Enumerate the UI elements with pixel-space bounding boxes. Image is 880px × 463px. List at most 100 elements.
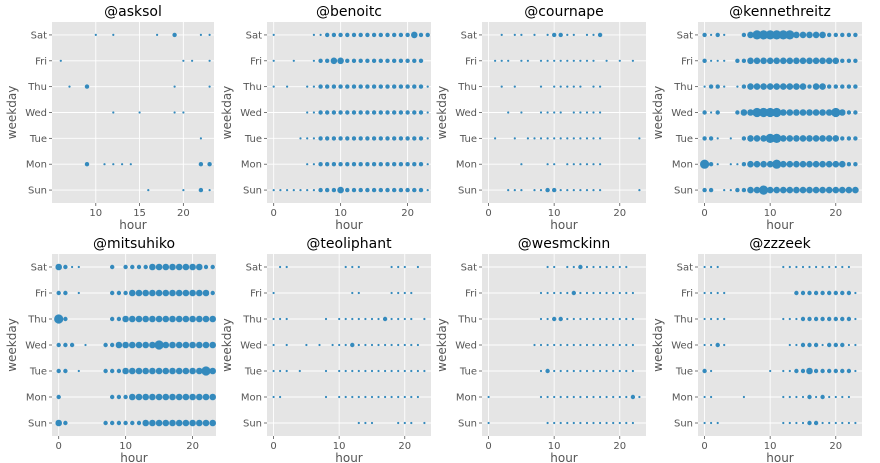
data-point xyxy=(723,85,726,88)
data-point xyxy=(416,395,419,399)
data-point xyxy=(752,30,762,40)
data-point xyxy=(716,317,719,321)
y-tick-label: Tue xyxy=(459,367,477,378)
data-point xyxy=(812,31,820,39)
data-point xyxy=(285,369,288,373)
data-point xyxy=(208,59,211,62)
data-point xyxy=(780,83,787,90)
data-point xyxy=(318,162,323,167)
data-point xyxy=(410,291,413,295)
data-point xyxy=(169,315,176,323)
data-point xyxy=(788,265,791,269)
data-point xyxy=(716,265,719,269)
data-point xyxy=(846,316,852,322)
data-point xyxy=(793,31,800,39)
data-point xyxy=(592,317,595,321)
data-point xyxy=(324,369,328,373)
data-point xyxy=(773,83,780,90)
data-point xyxy=(182,289,190,297)
data-point xyxy=(324,317,328,321)
data-point xyxy=(149,341,156,349)
data-point xyxy=(780,160,787,168)
data-point xyxy=(325,162,330,167)
data-point xyxy=(351,162,357,167)
data-point xyxy=(426,137,429,140)
data-point xyxy=(558,316,563,322)
data-point xyxy=(358,110,363,115)
data-point xyxy=(398,187,404,193)
data-point xyxy=(338,343,341,347)
y-tick-label: Sat xyxy=(461,30,477,41)
data-point xyxy=(142,315,149,323)
data-point xyxy=(338,162,343,167)
data-point xyxy=(572,111,575,114)
data-point xyxy=(827,368,832,374)
data-point xyxy=(196,289,203,297)
data-point xyxy=(209,315,216,323)
y-tick-label: Fri xyxy=(465,56,477,67)
x-axis-label: hour xyxy=(119,218,147,232)
data-point xyxy=(599,421,602,425)
data-point xyxy=(553,421,556,425)
data-point xyxy=(103,342,108,348)
data-point xyxy=(299,137,302,140)
data-point xyxy=(345,32,350,38)
x-axis-label: hour xyxy=(550,451,578,463)
y-tick-label: Sat xyxy=(246,263,262,274)
data-point xyxy=(585,33,589,37)
data-point xyxy=(579,111,582,114)
data-point xyxy=(553,343,556,347)
data-point xyxy=(351,291,354,295)
data-point xyxy=(585,137,589,140)
data-point xyxy=(351,136,357,141)
data-point xyxy=(182,367,190,375)
data-point xyxy=(202,419,210,427)
data-point xyxy=(605,291,608,295)
data-point xyxy=(827,32,832,38)
x-tick-label: 10 xyxy=(764,208,777,219)
data-point xyxy=(358,187,363,193)
data-point xyxy=(820,316,825,322)
data-point xyxy=(780,186,787,194)
data-point xyxy=(723,189,726,192)
data-point xyxy=(390,265,393,269)
data-point xyxy=(365,187,370,193)
x-tick-label: 20 xyxy=(186,441,199,452)
data-point xyxy=(305,343,308,347)
y-axis-label: weekday xyxy=(5,86,19,140)
data-point xyxy=(338,317,341,321)
x-tick-label: 0 xyxy=(485,208,491,219)
data-point xyxy=(198,187,204,193)
data-point xyxy=(625,265,628,269)
x-axis-label: hour xyxy=(120,451,148,463)
data-point xyxy=(196,393,203,401)
data-point xyxy=(135,341,143,349)
data-point xyxy=(169,393,176,401)
data-point xyxy=(819,31,826,39)
data-point xyxy=(405,32,410,38)
data-point xyxy=(410,395,413,399)
data-point xyxy=(378,162,383,167)
data-point xyxy=(585,317,589,321)
x-tick-label: 20 xyxy=(177,208,190,219)
data-point xyxy=(854,343,857,347)
data-point xyxy=(825,109,833,116)
data-point xyxy=(507,111,510,114)
data-point xyxy=(828,395,831,399)
data-point xyxy=(331,84,337,89)
x-tick-label: 20 xyxy=(613,441,626,452)
data-point xyxy=(130,264,135,270)
data-point xyxy=(846,136,852,141)
data-point xyxy=(618,317,621,321)
data-point xyxy=(553,265,556,269)
data-point xyxy=(412,187,417,193)
data-point xyxy=(807,316,812,322)
data-point xyxy=(852,186,859,194)
data-point xyxy=(585,395,589,399)
data-point xyxy=(799,109,807,116)
x-tick-label: 0 xyxy=(270,441,276,452)
data-point xyxy=(385,136,390,141)
data-point xyxy=(708,187,714,193)
data-point xyxy=(579,163,582,166)
data-point xyxy=(578,264,583,270)
